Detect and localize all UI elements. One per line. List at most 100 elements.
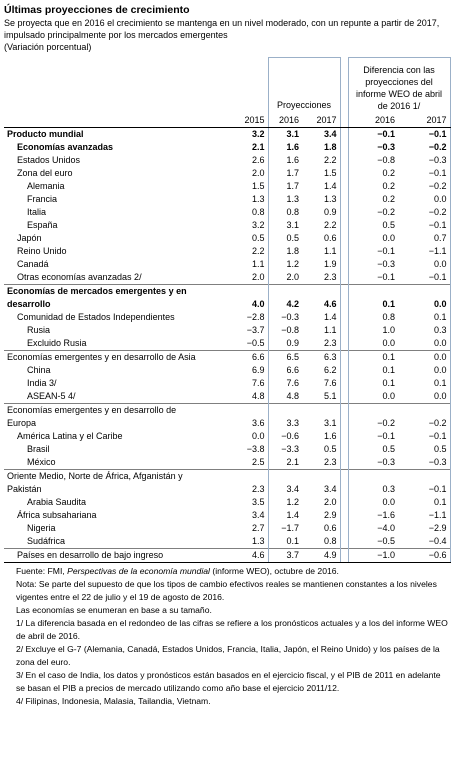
cell-value: 6.5: [267, 350, 302, 364]
cell-value: −0.6: [398, 548, 451, 563]
cell-value: −0.8: [347, 154, 398, 167]
cell-value: 2.9: [302, 509, 341, 522]
cell-value: 1.4: [302, 311, 341, 324]
cell-value: 0.5: [347, 219, 398, 232]
cell-value: −0.5: [347, 535, 398, 549]
cell-value: 2.2: [302, 219, 341, 232]
cell-value: −0.4: [398, 535, 451, 549]
cell-value: 0.9: [302, 206, 341, 219]
row-label: Comunidad de Estados Independientes: [17, 312, 175, 322]
cell-value: 2.6: [251, 155, 265, 165]
year-row: 2015 2016 2017 2016 2017: [4, 114, 451, 128]
cell-value: −0.1: [398, 469, 451, 496]
cell-value: −0.2: [398, 403, 451, 430]
cell-value: 4.6: [232, 548, 268, 563]
cell-value: −1.6: [347, 509, 398, 522]
cell-value: 2.0: [267, 271, 302, 285]
row-label: Oriente Medio, Norte de África, Afganist…: [4, 469, 232, 496]
row-label: Economías avanzadas: [17, 142, 114, 152]
cell-value: 0.3: [347, 469, 398, 496]
cell-value: 2.2: [251, 246, 265, 256]
table-row: Sudáfrica 1.3 0.1 0.8 −0.5 −0.4: [4, 535, 451, 549]
cell-value: 1.3: [251, 536, 265, 546]
cell-value: 6.3: [302, 350, 341, 364]
note-text: (informe WEO), octubre de 2016.: [209, 566, 339, 576]
row-label: América Latina y el Caribe: [17, 431, 123, 441]
cell-value: 0.5: [347, 443, 398, 456]
cell-value: 0.7: [398, 232, 451, 245]
cell-value: 0.2: [347, 180, 398, 193]
row-label: India 3/: [27, 378, 57, 388]
gap: [340, 284, 348, 311]
cell-value: 3.3: [267, 403, 302, 430]
cell-value: 3.1: [267, 127, 302, 141]
cell-value: 0.8: [267, 206, 302, 219]
cell-value: −2.9: [398, 522, 451, 535]
table-row: Estados Unidos 2.6 1.6 2.2 −0.8 −0.3: [4, 154, 451, 167]
cell-value: 2.0: [251, 272, 265, 282]
gap: [340, 127, 348, 141]
cell-value: −0.3: [267, 311, 302, 324]
row-label: Producto mundial: [4, 127, 232, 141]
cell-value: 4.8: [251, 391, 265, 401]
table-row: Producto mundial 3.2 3.1 3.4 −0.1 −0.1: [4, 127, 451, 141]
cell-value: 0.0: [347, 390, 398, 404]
gap: [340, 469, 348, 496]
cell-value: 0.8: [302, 535, 341, 549]
row-label: África subsahariana: [17, 510, 97, 520]
row-label-line: Oriente Medio, Norte de África, Afganist…: [7, 471, 183, 481]
row-label: Rusia: [27, 325, 51, 335]
row-label: Francia: [27, 194, 58, 204]
cell-value: 0.0: [347, 337, 398, 351]
gap: [340, 377, 348, 390]
cell-value: −0.1: [398, 127, 451, 141]
cell-value: 3.5: [251, 497, 265, 507]
note: 2/ Excluye el G-7 (Alemania, Canadá, Est…: [16, 644, 440, 667]
cell-value: 0.0: [398, 193, 451, 206]
cell-value: −1.7: [267, 522, 302, 535]
notes: Fuente: FMI, Perspectivas de la economía…: [4, 563, 450, 708]
gap: [340, 430, 348, 443]
cell-value: 1.1: [251, 259, 265, 269]
cell-value: −0.3: [347, 258, 398, 271]
table-row: Reino Unido 2.2 1.8 1.1 −0.1 −1.1: [4, 245, 451, 258]
cell-value: 1.3: [267, 193, 302, 206]
row-label-line: Europa: [7, 418, 37, 428]
cell-value: −1.1: [398, 509, 451, 522]
gap: [340, 443, 348, 456]
cell-value: 1.3: [251, 194, 265, 204]
cell-value: 0.1: [398, 311, 451, 324]
cell-value: 3.1: [267, 219, 302, 232]
cell-value: 0.8: [251, 207, 265, 217]
row-label: Brasil: [27, 444, 50, 454]
row-label: Sudáfrica: [27, 536, 66, 546]
cell-value: 0.0: [251, 431, 265, 441]
cell-value: 0.1: [347, 364, 398, 377]
gap: [340, 535, 348, 549]
cell-value: 1.6: [302, 430, 341, 443]
table-row: Excluido Rusia −0.5 0.9 2.3 0.0 0.0: [4, 337, 451, 351]
cell-value: 7.6: [267, 377, 302, 390]
cell-value: 1.6: [267, 154, 302, 167]
cell-value: 0.2: [347, 167, 398, 180]
row-label-line: Pakistán: [7, 484, 42, 494]
gap: [340, 522, 348, 535]
row-label: Economías emergentes y en desarrollo de …: [4, 350, 232, 364]
table-row: Economías emergentes y en desarrollo de …: [4, 350, 451, 364]
row-label: Japón: [17, 233, 42, 243]
table-row: China 6.9 6.6 6.2 0.1 0.0: [4, 364, 451, 377]
cell-value: 1.8: [267, 245, 302, 258]
cell-value: 1.7: [267, 167, 302, 180]
gap: [340, 364, 348, 377]
cell-value: 1.4: [302, 180, 341, 193]
cell-value: −3.3: [267, 443, 302, 456]
row-label-line: desarrollo: [7, 299, 51, 309]
cell-value: 3.4: [251, 510, 265, 520]
cell-value: 0.0: [398, 364, 451, 377]
cell-value: −0.2: [347, 206, 398, 219]
gap: [340, 456, 348, 470]
table-row: Francia 1.3 1.3 1.3 0.2 0.0: [4, 193, 451, 206]
cell-value: 4.9: [302, 548, 341, 563]
cell-value: 2.1: [267, 456, 302, 470]
cell-value: 0.1: [347, 350, 398, 364]
